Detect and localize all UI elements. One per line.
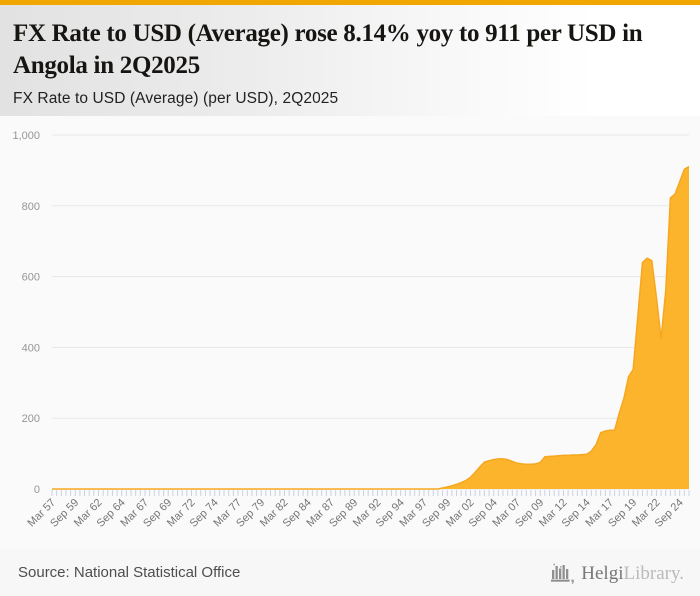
helgi-library-logo: HelgiLibrary.	[551, 561, 684, 585]
y-axis-label: 800	[22, 201, 40, 213]
y-axis-label: 200	[22, 413, 40, 425]
chart-area: 0 200 400 600 800 1,000 Mar 57 Sep 59 Mar 62 Sep …	[0, 116, 700, 550]
logo-text-primary: Helgi	[581, 562, 624, 584]
chart-subtitle: FX Rate to USD (Average) (per USD), 2Q20…	[13, 90, 339, 107]
page-title: FX Rate to USD (Average) rose 8.14% yoy …	[13, 20, 643, 79]
helgi-building-icon	[551, 563, 574, 584]
header: FX Rate to USD (Average) rose 8.14% yoy …	[0, 0, 700, 117]
logo-text: HelgiLibrary.	[581, 563, 684, 585]
y-axis-label: 400	[22, 343, 40, 355]
logo-text-secondary: Library.	[623, 562, 685, 584]
y-axis-label: 0	[34, 484, 40, 496]
source-note: Source: National Statistical Office	[18, 564, 241, 582]
area-line	[52, 166, 690, 490]
y-axis-label: 1,000	[12, 130, 40, 142]
area-fill	[52, 166, 689, 490]
footer: Source: National Statistical Office Helg…	[0, 549, 700, 596]
y-axis-label: 600	[22, 272, 40, 284]
